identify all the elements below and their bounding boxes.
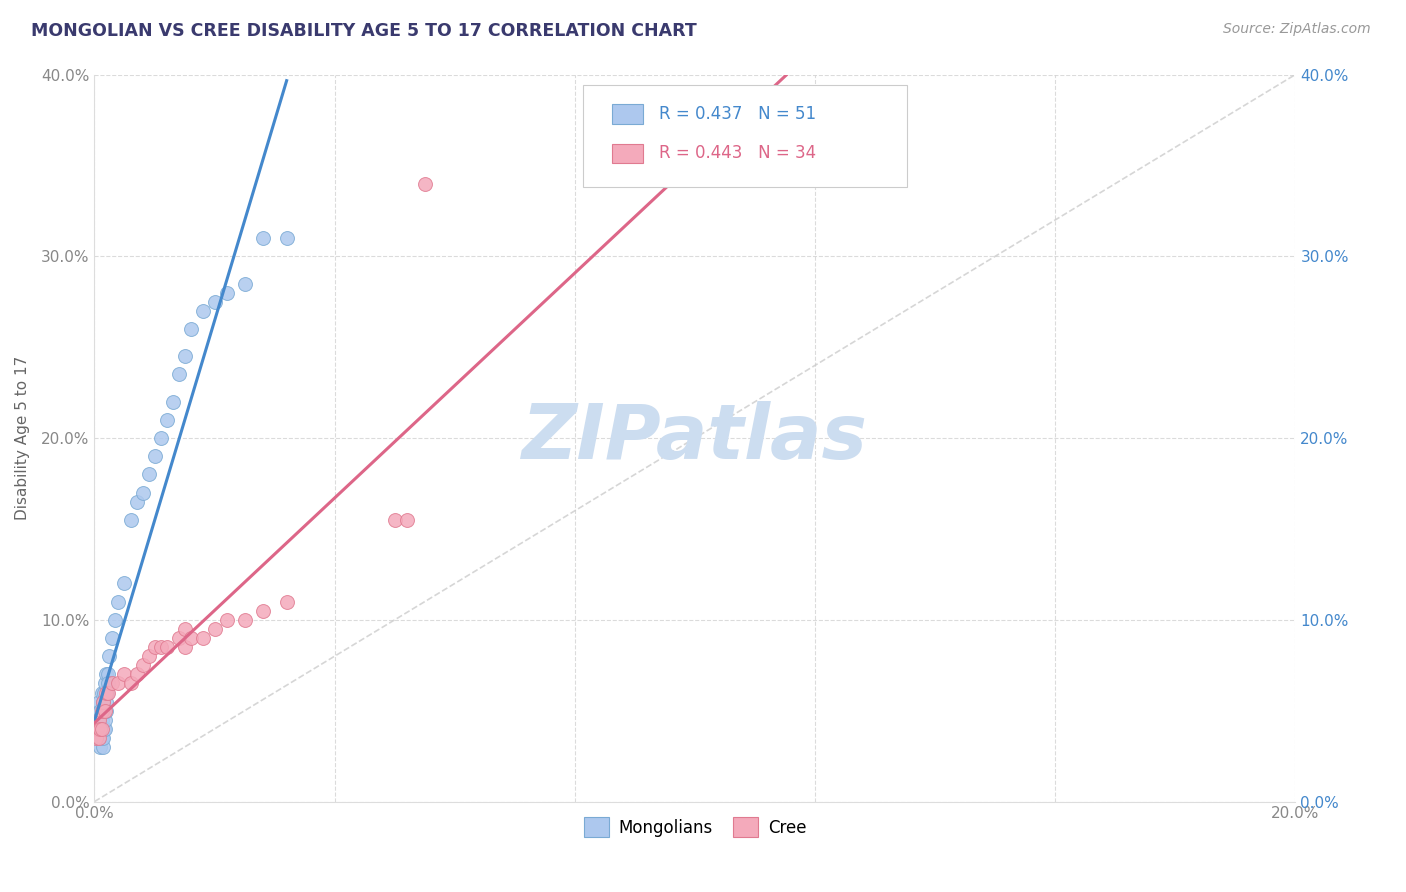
Point [87, 731, 110, 745]
Point [96, 667, 118, 681]
Point [107, 594, 129, 608]
Point [89, 713, 111, 727]
Point [89, 722, 111, 736]
Point [90, 685, 112, 699]
Point [138, 649, 160, 664]
Point [125, 494, 148, 508]
Point [91, 704, 114, 718]
Point [114, 576, 136, 591]
Point [252, 231, 274, 245]
Point [89, 704, 111, 718]
Point [155, 640, 177, 654]
Point [93, 722, 115, 736]
Point [96, 704, 118, 718]
Point [233, 613, 256, 627]
Point [180, 631, 202, 645]
Point [97, 676, 120, 690]
Point [93, 685, 115, 699]
Point [138, 467, 160, 482]
Point [91, 739, 114, 754]
Point [384, 513, 406, 527]
Point [94, 713, 117, 727]
Point [93, 722, 115, 736]
Point [204, 294, 226, 309]
Point [276, 231, 298, 245]
Text: MONGOLIAN VS CREE DISABILITY AGE 5 TO 17 CORRELATION CHART: MONGOLIAN VS CREE DISABILITY AGE 5 TO 17… [31, 22, 697, 40]
Point [104, 613, 127, 627]
Point [93, 695, 115, 709]
Point [143, 449, 166, 463]
Point [90, 722, 112, 736]
Point [87, 731, 110, 745]
Point [91, 713, 114, 727]
Point [91, 731, 114, 745]
Point [84, 731, 107, 745]
Point [89, 739, 111, 754]
Point [180, 322, 202, 336]
Point [114, 667, 136, 681]
Point [120, 676, 142, 690]
Point [90, 722, 112, 736]
Point [89, 722, 111, 736]
Point [94, 695, 117, 709]
Point [413, 177, 436, 191]
Point [167, 368, 190, 382]
Point [107, 676, 129, 690]
Point [395, 513, 418, 527]
Point [143, 640, 166, 654]
Point [93, 695, 115, 709]
Point [149, 640, 172, 654]
Point [191, 303, 214, 318]
Point [204, 622, 226, 636]
Text: R = 0.443   N = 34: R = 0.443 N = 34 [659, 145, 817, 162]
Point [101, 676, 124, 690]
Point [96, 685, 118, 699]
Point [89, 722, 111, 736]
Point [131, 485, 153, 500]
Point [162, 394, 184, 409]
Point [98, 649, 121, 664]
Point [120, 513, 142, 527]
Point [94, 676, 117, 690]
Point [233, 277, 256, 291]
Point [93, 704, 115, 718]
Text: R = 0.437   N = 51: R = 0.437 N = 51 [659, 105, 817, 123]
Point [91, 704, 114, 718]
Point [89, 731, 111, 745]
Point [101, 631, 124, 645]
Point [215, 613, 238, 627]
Point [125, 667, 148, 681]
Point [131, 658, 153, 673]
Y-axis label: Disability Age 5 to 17: Disability Age 5 to 17 [15, 356, 30, 520]
Point [215, 285, 238, 300]
Text: ZIPatlas: ZIPatlas [522, 401, 868, 475]
Point [149, 431, 172, 445]
Text: Source: ZipAtlas.com: Source: ZipAtlas.com [1223, 22, 1371, 37]
Point [93, 731, 115, 745]
Point [252, 604, 274, 618]
Point [97, 685, 120, 699]
Point [173, 622, 195, 636]
Point [96, 685, 118, 699]
Point [86, 722, 108, 736]
Point [97, 667, 120, 681]
Point [173, 640, 195, 654]
Legend: Mongolians, Cree: Mongolians, Cree [576, 811, 813, 844]
Point [87, 713, 110, 727]
Point [86, 722, 108, 736]
Point [90, 731, 112, 745]
Point [173, 349, 195, 363]
Point [191, 631, 214, 645]
Point [276, 594, 298, 608]
Point [89, 695, 111, 709]
Point [167, 631, 190, 645]
Point [155, 413, 177, 427]
